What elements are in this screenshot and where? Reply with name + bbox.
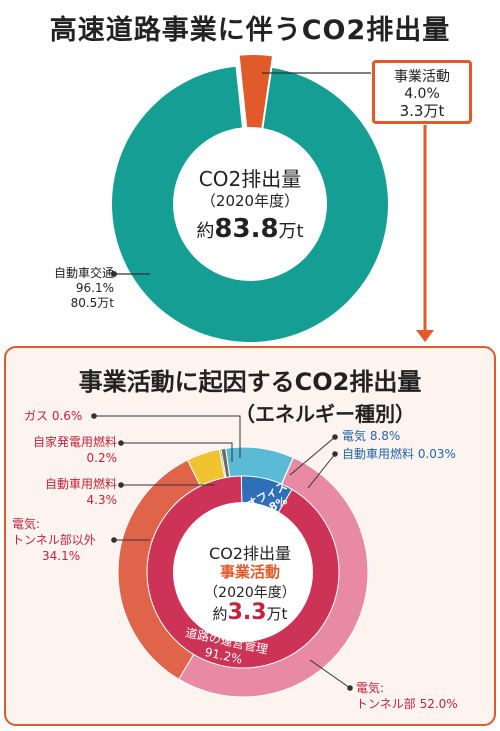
arrow-head — [416, 330, 434, 342]
callout-dot-jidousha — [111, 271, 117, 277]
chart1-center-total: 約83.8万t — [130, 214, 370, 244]
jigyo-pct: 4.0% — [404, 86, 440, 102]
label-jikahatsu-name: 自家発電用燃料 — [32, 435, 117, 449]
label-denki-igai-name2: トンネル部以外 — [12, 533, 96, 547]
label-denki: 電気 8.8% — [342, 429, 401, 443]
label-tunnel-name: 電気: — [356, 681, 385, 695]
label-jidoushayou-fuel: 自動車用燃料 0.03% — [342, 447, 456, 461]
chart1-center-line1: CO2排出量 — [198, 167, 302, 191]
chart1-slice-jigyo — [237, 53, 275, 193]
label-denki-igai: 電気: トンネル部以外 34.1% — [12, 516, 112, 564]
chart1-total-value: 83.8 — [214, 214, 279, 244]
chart2-title: 事業活動に起因するCO2排出量 — [78, 368, 422, 396]
jidousha-name: 自動車交通 — [53, 266, 114, 280]
chart1-total-prefix: 約 — [196, 221, 215, 242]
chart2-total-value: 3.3 — [227, 600, 267, 625]
leader-jidoushayou-fuel — [307, 453, 336, 489]
jigyo-callout-box: 事業活動 4.0% 3.3万t — [372, 60, 472, 124]
label-jidoushayou-pct: 4.3% — [86, 493, 118, 507]
label-jidoushayou-name: 自動車用燃料 — [44, 477, 117, 491]
chart2-center-line3: （2020年度） — [204, 585, 296, 601]
jidousha-label: 自動車交通 96.1% 80.5万t — [14, 266, 114, 311]
chart2-leader-dots — [91, 413, 353, 691]
chart2-hole — [173, 502, 313, 642]
chart2-leader-lines — [94, 415, 351, 689]
label-gas: ガス 0.6% — [24, 409, 83, 423]
chart1-title: 高速道路事業に伴うCO2排出量 — [49, 15, 451, 46]
chart2-center-total: 約3.3万t — [150, 600, 350, 625]
label-denki-igai-pct: 34.1% — [42, 549, 81, 563]
jigyo-amount: 3.3万t — [399, 102, 445, 120]
jidousha-amount: 80.5万t — [70, 296, 114, 310]
label-tunnel: 電気: トンネル部 52.0% — [356, 680, 458, 712]
leader-tunnel — [309, 659, 351, 689]
chart2-total-unit: 万t — [266, 605, 288, 623]
label-tunnel-name2: トンネル部 52.0% — [356, 697, 458, 711]
chart2-center-line2: 事業活動 — [219, 563, 280, 581]
chart2-total-prefix: 約 — [212, 605, 228, 623]
chart1-total-unit: 万t — [278, 221, 304, 242]
label-jikahatsu-pct: 0.2% — [86, 451, 118, 465]
label-jidoushayou: 自動車用燃料 4.3% — [12, 476, 117, 508]
chart2-center-line1: CO2排出量 — [209, 544, 291, 563]
chart1-hole — [173, 127, 327, 281]
leader-gas — [94, 415, 241, 458]
jigyo-label: 事業活動 — [394, 69, 450, 85]
leader-denki — [289, 436, 336, 476]
chart1-center-line2: （2020年度） — [200, 192, 300, 210]
leader-jikahatsu — [121, 442, 233, 462]
label-jikahatsu: 自家発電用燃料 0.2% — [12, 434, 117, 466]
label-denki-igai-name: 電気: — [12, 517, 41, 531]
jidousha-pct: 96.1% — [75, 281, 114, 295]
chart2-subtitle: （エネルギー種別） — [235, 402, 415, 426]
